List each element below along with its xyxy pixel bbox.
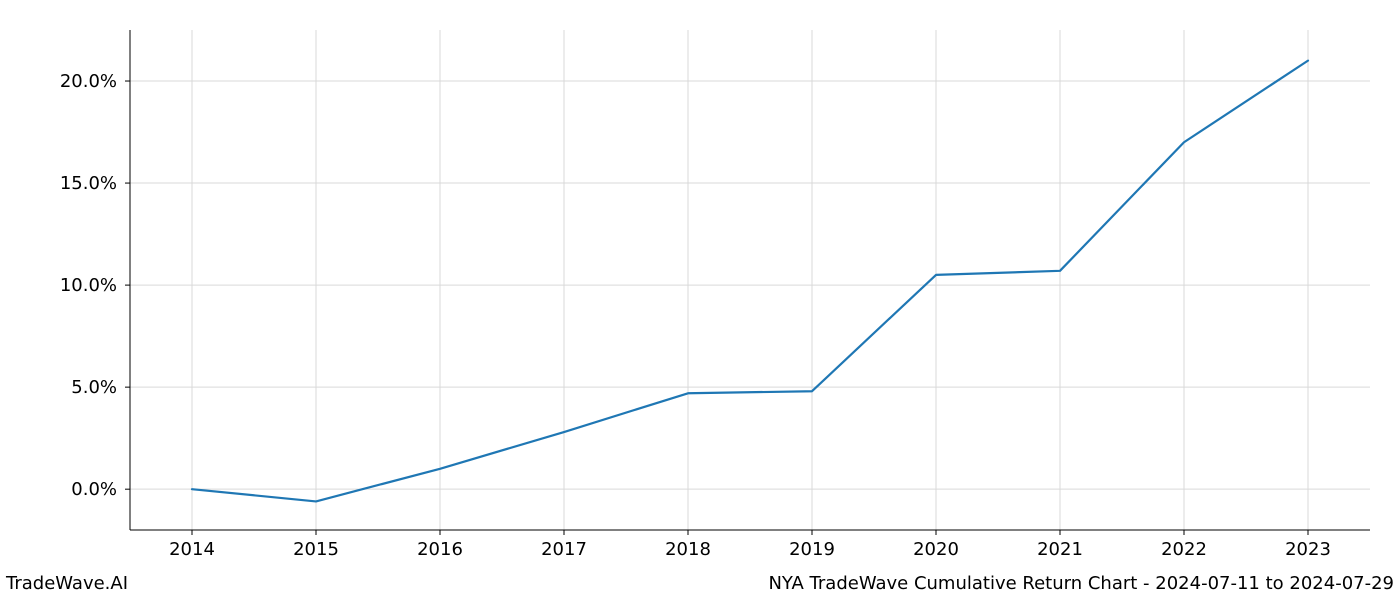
y-tick-label: 0.0% [71, 479, 117, 500]
x-tick-label: 2021 [1037, 539, 1083, 560]
chart-bg [0, 0, 1400, 600]
footer-caption: NYA TradeWave Cumulative Return Chart - … [768, 573, 1394, 594]
y-tick-label: 5.0% [71, 377, 117, 398]
x-tick-label: 2018 [665, 539, 711, 560]
x-tick-label: 2014 [169, 539, 215, 560]
x-tick-label: 2023 [1285, 539, 1331, 560]
x-tick-label: 2015 [293, 539, 339, 560]
y-tick-label: 20.0% [60, 71, 117, 92]
x-tick-label: 2020 [913, 539, 959, 560]
footer-brand: TradeWave.AI [6, 573, 128, 594]
x-tick-label: 2017 [541, 539, 587, 560]
x-tick-label: 2016 [417, 539, 463, 560]
chart-container: 2014 2015 2016 2017 2018 2019 2020 2021 2022 2023… [0, 0, 1400, 600]
x-tick-label: 2022 [1161, 539, 1207, 560]
line-chart: 2014 2015 2016 2017 2018 2019 2020 2021 2022 2023… [0, 0, 1400, 600]
y-tick-label: 15.0% [60, 173, 117, 194]
y-tick-label: 10.0% [60, 275, 117, 296]
x-tick-label: 2019 [789, 539, 835, 560]
